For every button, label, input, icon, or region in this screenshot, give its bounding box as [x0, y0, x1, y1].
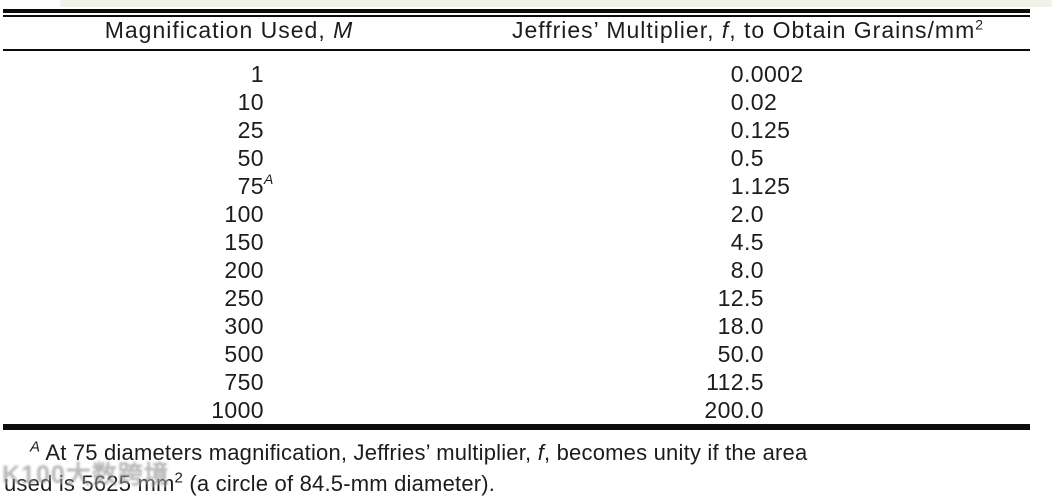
footnote-line: A At 75 diameters magnification, Jeffrie… [4, 437, 1044, 468]
table-row: 1000 200.0 [0, 396, 1052, 424]
multiplier-fraction-part: .5 [744, 144, 764, 171]
multiplier-fraction-part: .5 [744, 368, 764, 395]
magnification-value: 300 [224, 312, 264, 339]
table-row: 250 12.5 [0, 284, 1052, 312]
multiplier-fraction-part: .0 [744, 256, 764, 283]
table-top-rule-thick [3, 9, 1030, 13]
table-row: 500 50.0 [0, 340, 1052, 368]
multiplier-fraction-part: .5 [744, 284, 764, 311]
text-segment: f [721, 17, 730, 43]
table-row: 150 4.5 [0, 228, 1052, 256]
multiplier-integer-part: 12 [717, 284, 744, 311]
multiplier-integer-part: 4 [730, 228, 744, 255]
text-segment: Jeffries’ Multiplier, [511, 17, 722, 43]
column-header-magnification: Magnification Used, M [105, 17, 354, 44]
text-segment: Magnification Used, [104, 17, 334, 43]
magnification-value: 100 [224, 200, 264, 227]
multiplier-integer-part: 0 [730, 60, 744, 87]
text-segment: At 75 diameters magnification, Jeffries’… [40, 440, 538, 465]
table-row: 200 8.0 [0, 256, 1052, 284]
magnification-value: 150 [224, 228, 264, 255]
table-row: 25 0.125 [0, 116, 1052, 144]
text-segment: , becomes unity if the area [544, 440, 808, 465]
multiplier-fraction-part: .125 [744, 172, 791, 199]
text-segment: 2 [975, 16, 985, 33]
multiplier-fraction-part: .0002 [744, 60, 804, 87]
magnification-value: 1 [250, 60, 264, 87]
magnification-value: 200 [224, 256, 264, 283]
table-row: 750 112.5 [0, 368, 1052, 396]
table-row: 300 18.0 [0, 312, 1052, 340]
multiplier-fraction-part: .0 [744, 200, 764, 227]
multiplier-integer-part: 50 [717, 340, 744, 367]
table-row: 1 0.0002 [0, 60, 1052, 88]
header-underline-rule [3, 49, 1030, 51]
table-row: 75 A 1.125 [0, 171, 1052, 200]
multiplier-fraction-part: .0 [744, 340, 764, 367]
multiplier-integer-part: 0 [730, 88, 744, 115]
table-row: 100 2.0 [0, 200, 1052, 228]
magnification-value: 500 [224, 340, 264, 367]
column-header-multiplier: Jeffries’ Multiplier, f, to Obtain Grain… [512, 17, 984, 44]
text-segment: , to Obtain Grains/mm [729, 17, 976, 43]
magnification-value: 50 [237, 144, 264, 171]
multiplier-fraction-part: .125 [744, 116, 791, 143]
magnification-value: 75 [237, 172, 264, 199]
multiplier-integer-part: 0 [730, 144, 744, 171]
table-body: 1 0.0002 10 0.02 25 0.125 50 0.5 75 A 1.125 100 2.0 1… [0, 60, 1052, 424]
multiplier-integer-part: 112 [706, 368, 744, 395]
multiplier-integer-part: 200 [704, 396, 744, 423]
multiplier-integer-part: 8 [730, 256, 744, 283]
table-top-rule-thin [3, 15, 1030, 17]
magnification-value: 750 [224, 368, 264, 395]
multiplier-fraction-part: .0 [744, 312, 764, 339]
table-header-row: Magnification Used, M Jeffries’ Multipli… [0, 17, 1052, 43]
multiplier-integer-part: 1 [730, 172, 744, 199]
multiplier-fraction-part: .02 [744, 88, 778, 115]
multiplier-integer-part: 18 [717, 312, 744, 339]
text-segment: 2 [174, 469, 184, 487]
text-segment: M [333, 17, 354, 43]
multiplier-fraction-part: .5 [744, 228, 764, 255]
multiplier-fraction-part: .0 [744, 396, 764, 423]
table-bottom-rule [3, 424, 1030, 430]
multiplier-integer-part: 0 [730, 116, 744, 143]
multiplier-integer-part: 2 [730, 200, 744, 227]
magnification-value: 1000 [211, 396, 264, 423]
scan-tint-strip [60, 0, 1052, 7]
text-segment: used is 5625 mm [4, 471, 175, 496]
text-segment: (a circle of 84.5-mm diameter). [183, 471, 496, 496]
magnification-value: 25 [237, 116, 264, 143]
footnote-line: used is 5625 mm2 (a circle of 84.5-mm di… [4, 468, 1044, 496]
text-segment: f [537, 440, 544, 465]
magnification-value: 250 [224, 284, 264, 311]
magnification-footnote-marker: A [264, 171, 274, 187]
magnification-value: 10 [237, 88, 264, 115]
table-row: 50 0.5 [0, 144, 1052, 172]
text-segment: A [30, 438, 41, 456]
footnote: A At 75 diameters magnification, Jeffrie… [4, 437, 1044, 496]
table-row: 10 0.02 [0, 88, 1052, 116]
